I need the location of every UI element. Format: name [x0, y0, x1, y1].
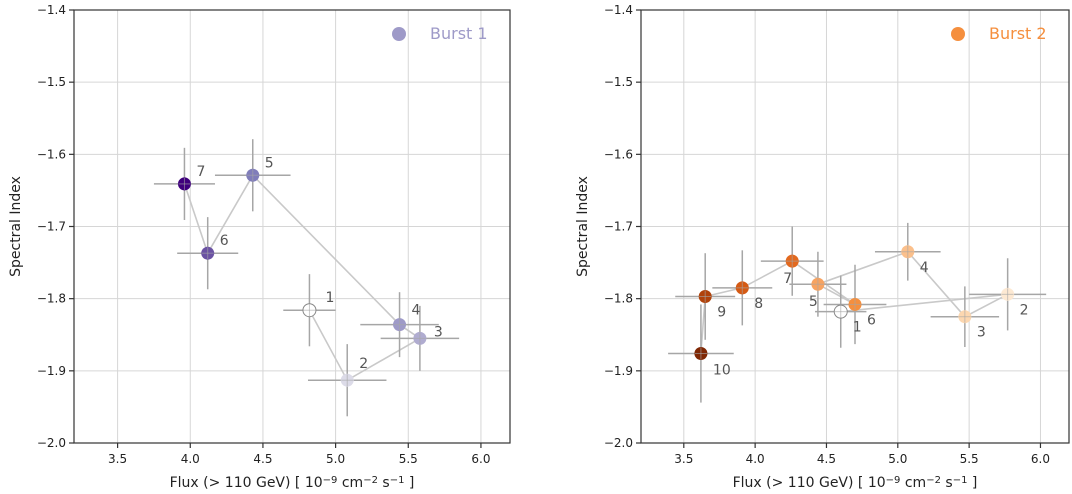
- point-label: 8: [754, 296, 763, 312]
- legend: Burst 1: [392, 24, 488, 43]
- y-tick-label: −1.4: [37, 3, 66, 17]
- x-tick-label: 3.5: [674, 452, 693, 466]
- y-tick-label: −1.9: [37, 364, 66, 378]
- point-label: 4: [412, 303, 421, 319]
- x-tick-label: 4.5: [253, 452, 272, 466]
- x-tick-label: 6.0: [471, 452, 490, 466]
- x-tick-label: 5.0: [888, 452, 907, 466]
- point-label: 3: [434, 324, 443, 340]
- point-label: 6: [867, 312, 876, 328]
- point-label: 2: [1020, 302, 1029, 318]
- point-label: 7: [783, 271, 792, 287]
- point-label: 7: [196, 164, 205, 180]
- chart-panel-1: 3.5 4.0 4.5 5.0 5.5 6.0 −2.0 −1.9 −1.8 −1.7 −1.6 −1…: [8, 3, 511, 492]
- point-label: 1: [853, 320, 862, 336]
- trajectory-line: [700, 250, 1009, 354]
- x-axis-label-text: cm: [337, 475, 363, 491]
- legend-label: Burst 1: [430, 24, 488, 43]
- x-axis-label: Flux (> 110 GeV) [ 10−9 cm−2 s−1 ]: [170, 475, 415, 492]
- y-tick-label: −1.7: [37, 220, 66, 234]
- legend-marker: [951, 27, 965, 41]
- x-axis-label-text: ]: [967, 475, 977, 491]
- chart-panel-2: 3.5 4.0 4.5 5.0 5.5 6.0 −2.0 −1.9 −1.8 −1.7 −1.6 −1…: [575, 3, 1070, 492]
- y-tick-label: −1.8: [604, 292, 633, 306]
- x-axis-label-text: s: [378, 475, 390, 491]
- x-axis-label-exponent: −2: [363, 475, 378, 486]
- point-label: 5: [809, 294, 818, 310]
- x-axis-label: Flux (> 110 GeV) [ 10−9 cm−2 s−1 ]: [733, 475, 978, 492]
- point-label: 4: [920, 260, 929, 276]
- x-tick-label: 4.0: [181, 452, 200, 466]
- y-axis-label: Spectral Index: [8, 176, 24, 277]
- x-axis-label-exponent: −2: [926, 475, 941, 486]
- point-label: 5: [265, 155, 274, 171]
- x-tick-label: 6.0: [1031, 452, 1050, 466]
- point-label: 1: [325, 290, 334, 306]
- x-axis-label-exponent: −9: [323, 475, 338, 486]
- y-tick-label: −1.6: [604, 147, 633, 161]
- x-axis-label-text: s: [941, 475, 953, 491]
- legend-label: Burst 2: [989, 24, 1047, 43]
- x-tick-label: 5.5: [399, 452, 418, 466]
- y-tick-label: −1.8: [37, 292, 66, 306]
- point-label: 3: [977, 325, 986, 341]
- y-tick-label: −1.7: [604, 220, 633, 234]
- y-axis-label: Spectral Index: [575, 176, 591, 277]
- point-label: 6: [220, 233, 229, 249]
- point-label: 2: [359, 356, 368, 372]
- point-label: 10: [713, 363, 731, 379]
- y-tick-label: −1.4: [604, 3, 633, 17]
- point-label: 9: [717, 305, 726, 321]
- legend-marker: [392, 27, 406, 41]
- trajectory-line: [183, 173, 422, 382]
- legend: Burst 2: [951, 24, 1047, 43]
- x-axis-label-exponent: −9: [886, 475, 901, 486]
- x-tick-label: 4.0: [746, 452, 765, 466]
- y-tick-label: −2.0: [37, 436, 66, 450]
- x-axis-label-text: ]: [404, 475, 414, 491]
- x-tick-label: 5.5: [960, 452, 979, 466]
- x-axis-label-text: Flux (> 110 GeV) [ 10: [170, 475, 323, 491]
- x-tick-label: 4.5: [817, 452, 836, 466]
- y-tick-label: −1.6: [37, 147, 66, 161]
- y-tick-label: −1.5: [604, 75, 633, 89]
- x-axis-label-text: Flux (> 110 GeV) [ 10: [733, 475, 886, 491]
- x-tick-label: 3.5: [108, 452, 127, 466]
- x-tick-label: 5.0: [326, 452, 345, 466]
- y-tick-label: −2.0: [604, 436, 633, 450]
- y-tick-label: −1.9: [604, 364, 633, 378]
- x-axis-label-text: cm: [900, 475, 926, 491]
- x-axis-label-exponent: −1: [390, 475, 405, 486]
- y-tick-label: −1.5: [37, 75, 66, 89]
- x-axis-label-exponent: −1: [953, 475, 968, 486]
